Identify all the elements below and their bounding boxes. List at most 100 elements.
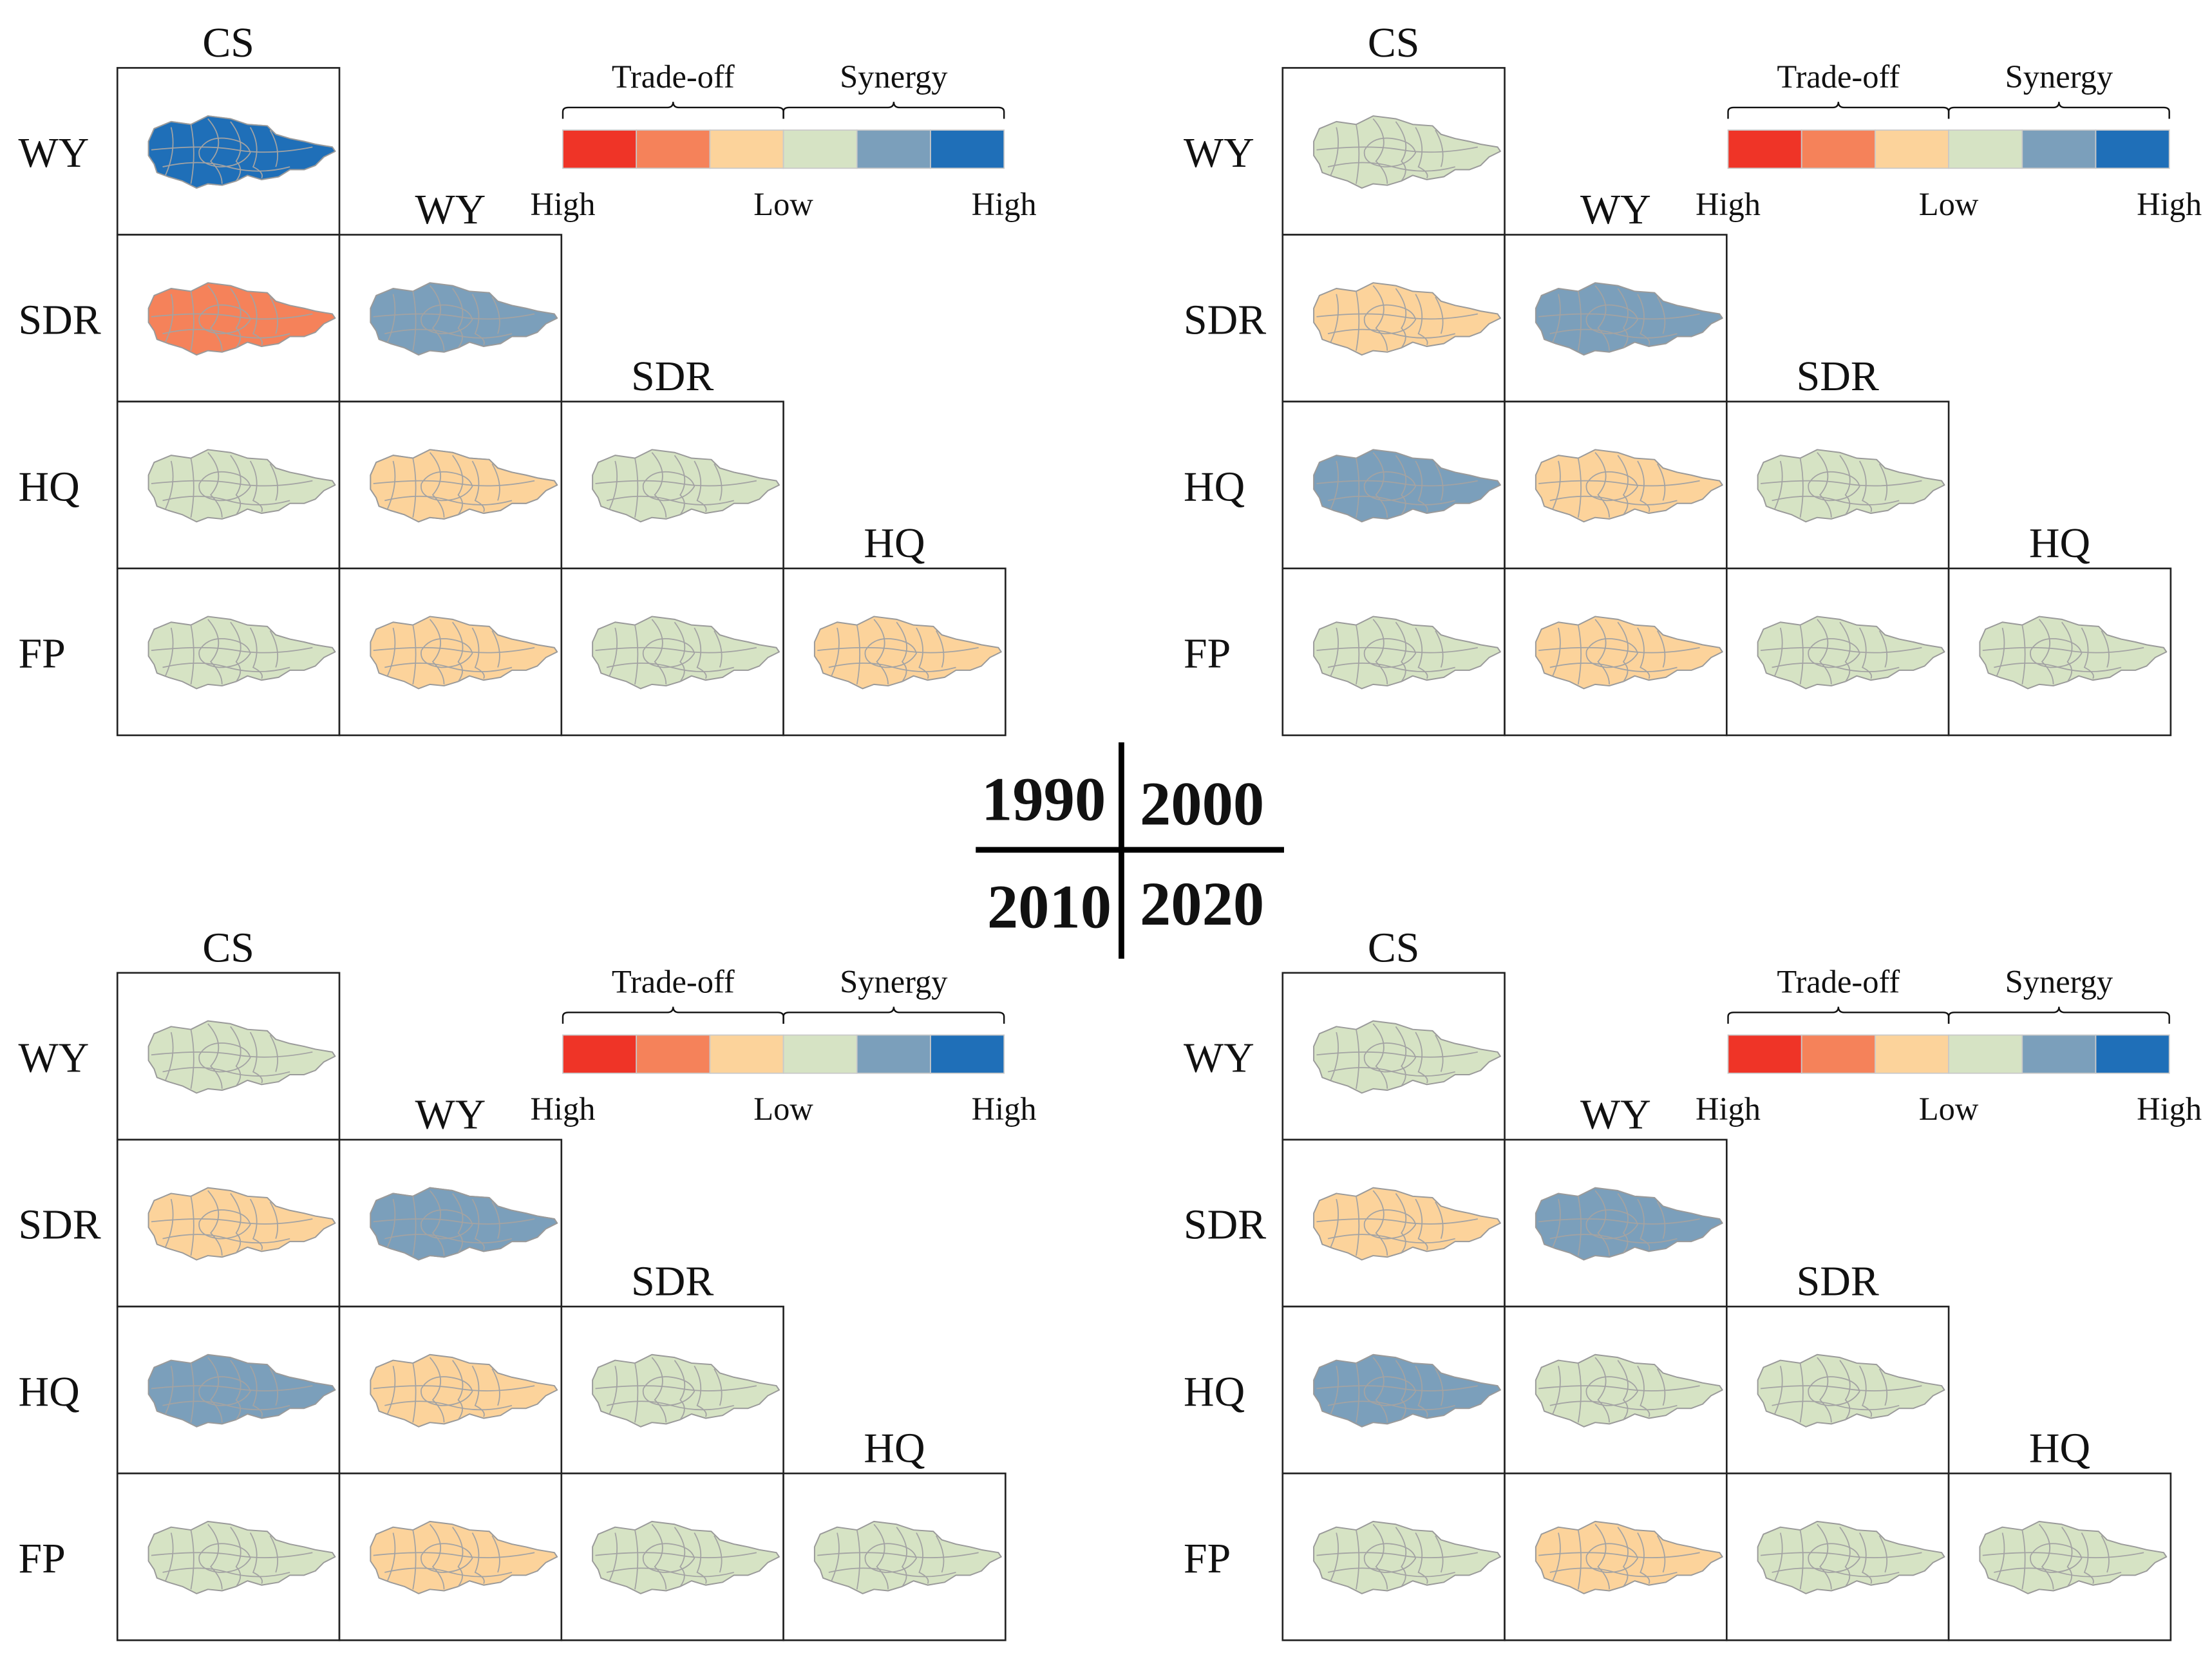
row-label-wy: WY bbox=[1184, 129, 1254, 176]
column-label-hq: HQ bbox=[2029, 1425, 2090, 1472]
synergy-bracket bbox=[1947, 102, 2170, 119]
cell-hq-wy bbox=[1504, 401, 1728, 570]
cell-hq-wy bbox=[338, 401, 563, 570]
panel-2000: WY SDR HQ FP CS WY SDR HQ Trade-off Synergy High Lo… bbox=[1184, 19, 2202, 737]
legend-swatch-1 bbox=[562, 1034, 638, 1074]
legend-swatch-4 bbox=[1948, 129, 2023, 169]
cell-hq-sdr bbox=[560, 1305, 784, 1475]
year-label-1990: 1990 bbox=[981, 765, 1106, 834]
legend-swatch-1 bbox=[562, 129, 638, 169]
synergy-label: Synergy bbox=[2005, 964, 2113, 1000]
row-label-fp: FP bbox=[1184, 630, 1231, 677]
column-label-cs: CS bbox=[202, 19, 254, 66]
cell-sdr-cs bbox=[116, 1138, 341, 1308]
watershed-map bbox=[1313, 1353, 1501, 1428]
synergy-label: Synergy bbox=[840, 964, 948, 1000]
legend-swatch-2 bbox=[1801, 1034, 1876, 1074]
watershed-map bbox=[1757, 449, 1945, 523]
watershed-map bbox=[592, 449, 780, 523]
tradeoff-bracket bbox=[562, 1006, 784, 1024]
row-label-sdr: SDR bbox=[1184, 296, 1266, 343]
column-label-hq: HQ bbox=[2029, 520, 2090, 567]
watershed-map bbox=[370, 1520, 558, 1594]
tradeoff-bracket bbox=[1727, 102, 1950, 119]
legend-swatch-1 bbox=[1727, 129, 1802, 169]
column-label-sdr: SDR bbox=[631, 1258, 714, 1305]
watershed-map bbox=[370, 282, 558, 356]
cell-fp-hq bbox=[782, 1472, 1007, 1641]
row-label-wy: WY bbox=[1184, 1035, 1254, 1082]
watershed-map bbox=[370, 1353, 558, 1428]
legend-tick-label: Low bbox=[1919, 1091, 1979, 1127]
cell-hq-wy bbox=[338, 1305, 563, 1475]
legend-swatch-4 bbox=[1948, 1034, 2023, 1074]
cell-hq-cs bbox=[1281, 401, 1506, 570]
cell-sdr-cs bbox=[116, 234, 341, 402]
cell-wy-cs bbox=[1281, 972, 1506, 1141]
watershed-map bbox=[1757, 1520, 1945, 1594]
watershed-map bbox=[370, 616, 558, 690]
legend: Trade-off Synergy High Low High bbox=[531, 59, 1037, 222]
cell-fp-cs bbox=[116, 567, 341, 737]
legend-swatch-4 bbox=[782, 1034, 858, 1074]
watershed-map bbox=[147, 1520, 336, 1594]
legend-tick-label: High bbox=[1696, 186, 1761, 222]
cell-sdr-cs bbox=[1281, 1138, 1506, 1308]
cell-fp-sdr bbox=[560, 567, 784, 737]
watershed-map bbox=[147, 1353, 336, 1428]
cell-fp-cs bbox=[1281, 567, 1506, 737]
legend-swatch-3 bbox=[1875, 129, 1949, 169]
watershed-map bbox=[1535, 1520, 1723, 1594]
year-label-2000: 2000 bbox=[1140, 769, 1264, 838]
row-label-sdr: SDR bbox=[1184, 1202, 1266, 1249]
cell-hq-wy bbox=[1504, 1305, 1728, 1475]
legend-swatch-2 bbox=[636, 129, 711, 169]
legend-swatch-6 bbox=[930, 129, 1005, 169]
column-label-cs: CS bbox=[202, 924, 254, 971]
cell-sdr-cs bbox=[1281, 234, 1506, 402]
row-label-sdr: SDR bbox=[19, 1202, 101, 1249]
column-label-sdr: SDR bbox=[1797, 1258, 1879, 1305]
row-label-fp: FP bbox=[19, 630, 66, 677]
synergy-label: Synergy bbox=[2005, 59, 2113, 95]
synergy-label: Synergy bbox=[840, 59, 948, 95]
watershed-map bbox=[1535, 449, 1723, 523]
column-label-cs: CS bbox=[1368, 19, 1420, 66]
watershed-map bbox=[1535, 1353, 1723, 1428]
legend-tick-label: Low bbox=[1919, 186, 1979, 222]
column-label-wy: WY bbox=[415, 1091, 486, 1138]
cell-wy-cs bbox=[116, 67, 341, 236]
legend: Trade-off Synergy High Low High bbox=[1696, 964, 2202, 1127]
legend-swatch-3 bbox=[709, 1034, 784, 1074]
cell-fp-sdr bbox=[560, 1472, 784, 1641]
watershed-map bbox=[370, 449, 558, 523]
legend-swatch-1 bbox=[1727, 1034, 1802, 1074]
watershed-map bbox=[370, 1187, 558, 1261]
watershed-map bbox=[1979, 616, 2168, 690]
legend-tick-label: Low bbox=[753, 1091, 813, 1127]
cell-sdr-wy bbox=[1504, 1138, 1728, 1308]
tradeoff-label: Trade-off bbox=[1777, 59, 1900, 95]
row-label-wy: WY bbox=[19, 1035, 90, 1082]
row-label-hq: HQ bbox=[1184, 463, 1245, 510]
watershed-map bbox=[1535, 616, 1723, 690]
tradeoff-label: Trade-off bbox=[1777, 964, 1900, 1000]
tradeoff-label: Trade-off bbox=[612, 964, 735, 1000]
cell-sdr-wy bbox=[1504, 234, 1728, 402]
column-label-cs: CS bbox=[1368, 924, 1420, 971]
watershed-map bbox=[1313, 115, 1501, 189]
column-label-hq: HQ bbox=[864, 520, 925, 567]
watershed-map bbox=[147, 115, 336, 189]
year-label-2010: 2010 bbox=[987, 872, 1111, 941]
synergy-bracket bbox=[782, 1006, 1005, 1024]
year-label-2020: 2020 bbox=[1140, 869, 1264, 938]
column-label-wy: WY bbox=[1580, 186, 1651, 233]
legend: Trade-off Synergy High Low High bbox=[1696, 59, 2202, 222]
legend-tick-label: High bbox=[531, 1091, 596, 1127]
legend-swatch-2 bbox=[636, 1034, 711, 1074]
cell-wy-cs bbox=[1281, 67, 1506, 236]
legend-swatch-3 bbox=[1875, 1034, 1949, 1074]
year-cross: 1990 2000 2010 2020 bbox=[976, 742, 1284, 959]
